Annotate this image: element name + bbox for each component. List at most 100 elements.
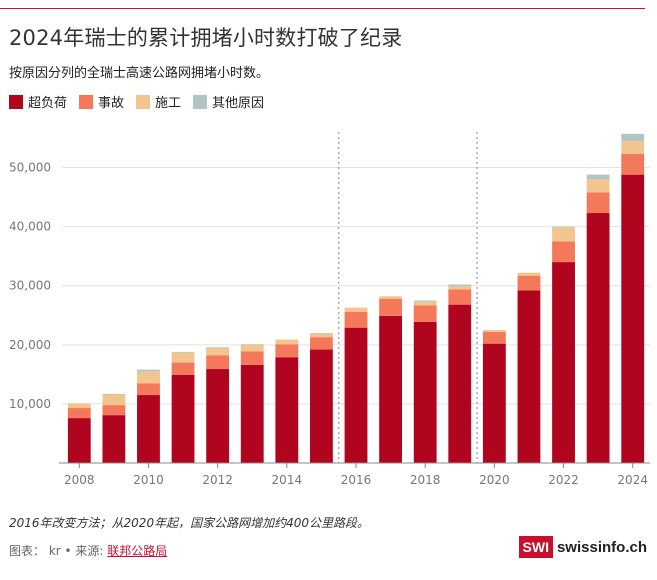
bar-2017-series-2 bbox=[379, 296, 402, 299]
bar-2014-series-1 bbox=[275, 344, 299, 358]
x-tick-label-2012: 2012 bbox=[202, 473, 233, 487]
bar-2013-series-1 bbox=[240, 351, 264, 365]
bar-2021-series-1 bbox=[517, 275, 541, 291]
chart-title: 2024年瑞士的累计拥堵小时数打破了纪录 bbox=[9, 26, 403, 50]
brand-logo[interactable]: SWI swissinfo.ch bbox=[518, 536, 647, 558]
legend: 超负荷 事故 施工 其他原因 bbox=[9, 92, 276, 111]
bar-2011-series-0 bbox=[171, 374, 195, 463]
bar-2023-series-3 bbox=[586, 174, 610, 180]
x-tick-label-2024: 2024 bbox=[617, 473, 648, 487]
bar-2019-series-0 bbox=[448, 304, 472, 463]
legend-swatch-accident bbox=[79, 94, 94, 109]
y-tick-label-40000: 40,000 bbox=[9, 220, 51, 234]
bar-2009-series-3 bbox=[102, 393, 126, 395]
legend-item-accident: 事故 bbox=[79, 92, 124, 111]
x-tick-label-2022: 2022 bbox=[548, 473, 579, 487]
bar-2020-series-1 bbox=[482, 331, 506, 344]
bar-2021-series-2 bbox=[517, 272, 541, 276]
legend-swatch-other bbox=[193, 94, 208, 109]
bar-2010-series-3 bbox=[137, 369, 160, 372]
legend-swatch-construction bbox=[136, 94, 151, 109]
bar-2022-series-3 bbox=[552, 226, 575, 228]
bar-2014-series-0 bbox=[275, 357, 299, 463]
bar-2021-series-0 bbox=[517, 290, 541, 463]
bar-2022-series-1 bbox=[552, 241, 575, 263]
bar-2010-series-2 bbox=[137, 371, 160, 384]
bar-2009-series-2 bbox=[102, 394, 126, 406]
bar-2012-series-1 bbox=[206, 355, 230, 370]
annotation-lines bbox=[338, 132, 478, 463]
legend-label-overload: 超负荷 bbox=[28, 96, 68, 111]
bar-2018-series-1 bbox=[413, 305, 437, 322]
bar-2009-series-0 bbox=[102, 415, 126, 463]
bar-2012-series-3 bbox=[206, 347, 230, 348]
bar-2015-series-1 bbox=[310, 337, 333, 350]
bar-2024-series-3 bbox=[621, 133, 645, 141]
x-tick-label-2018: 2018 bbox=[410, 473, 441, 487]
x-tick-labels: 2008 2010 2012 2014 2016 2018 2020 2022 2024 bbox=[64, 463, 648, 487]
bar-2016-series-2 bbox=[344, 307, 368, 312]
bar-2017-series-0 bbox=[379, 315, 402, 463]
bar-2013-series-2 bbox=[240, 344, 264, 352]
legend-item-overload: 超负荷 bbox=[9, 92, 67, 111]
bar-2008-series-1 bbox=[67, 408, 91, 419]
bar-2024-series-1 bbox=[621, 153, 645, 175]
bar-2015-series-0 bbox=[310, 349, 333, 463]
top-accent-line bbox=[0, 8, 645, 9]
bar-2013-series-3 bbox=[240, 344, 264, 345]
bar-2022-series-2 bbox=[552, 227, 575, 242]
bar-2024-series-0 bbox=[621, 174, 645, 463]
bar-2018-series-2 bbox=[413, 301, 437, 306]
x-tick-label-2014: 2014 bbox=[272, 473, 303, 487]
x-tick-label-2016: 2016 bbox=[341, 473, 372, 487]
bar-2011-series-2 bbox=[171, 352, 195, 363]
source-prefix: 图表： kr • 来源: bbox=[9, 544, 108, 558]
bar-2010-series-1 bbox=[137, 383, 160, 396]
source-line: 图表： kr • 来源: 联邦公路局 bbox=[9, 542, 167, 559]
legend-item-construction: 施工 bbox=[136, 92, 181, 111]
bar-2020-series-2 bbox=[482, 330, 506, 332]
bar-2009-series-1 bbox=[102, 405, 126, 416]
x-tick-label-2008: 2008 bbox=[64, 473, 95, 487]
legend-swatch-overload bbox=[9, 94, 23, 109]
x-tick-label-2020: 2020 bbox=[479, 473, 510, 487]
source-link[interactable]: 联邦公路局 bbox=[107, 544, 168, 558]
y-tick-label-10000: 10,000 bbox=[9, 397, 51, 411]
bars bbox=[67, 133, 645, 463]
bar-2010-series-0 bbox=[137, 395, 160, 463]
legend-label-other: 其他原因 bbox=[212, 96, 265, 111]
bar-2008-series-0 bbox=[67, 418, 91, 463]
bar-2013-series-0 bbox=[240, 364, 264, 463]
bar-2019-series-2 bbox=[448, 286, 472, 290]
bar-2023-series-2 bbox=[586, 179, 610, 193]
bar-2011-series-3 bbox=[171, 351, 195, 353]
bar-2018-series-3 bbox=[413, 300, 437, 302]
bar-2008-series-2 bbox=[67, 403, 91, 409]
bar-2016-series-0 bbox=[344, 327, 368, 463]
bar-2014-series-2 bbox=[275, 339, 299, 345]
x-tick-label-2010: 2010 bbox=[133, 473, 164, 487]
bar-2019-series-1 bbox=[448, 289, 472, 305]
brand-name: swissinfo.ch bbox=[556, 538, 647, 556]
bar-2024-series-2 bbox=[621, 140, 645, 154]
legend-label-accident: 事故 bbox=[98, 96, 125, 111]
bar-2016-series-1 bbox=[344, 311, 368, 328]
bar-2017-series-1 bbox=[379, 298, 402, 316]
bar-2019-series-3 bbox=[448, 284, 472, 287]
legend-item-other: 其他原因 bbox=[193, 92, 264, 111]
bar-2012-series-2 bbox=[206, 347, 230, 356]
y-tick-label-20000: 20,000 bbox=[9, 338, 51, 352]
brand-box: SWI bbox=[518, 536, 553, 558]
bar-2023-series-1 bbox=[586, 192, 610, 214]
bar-2011-series-1 bbox=[171, 362, 195, 375]
legend-label-construction: 施工 bbox=[155, 96, 182, 111]
bar-2015-series-2 bbox=[310, 333, 333, 338]
bar-2015-series-3 bbox=[310, 333, 333, 334]
chart-subtitle: 按原因分列的全瑞士高速公路网拥堵小时数。 bbox=[9, 66, 270, 81]
y-tick-label-50000: 50,000 bbox=[9, 161, 51, 175]
bar-2018-series-0 bbox=[413, 321, 437, 463]
bar-2020-series-0 bbox=[482, 343, 506, 463]
bar-2012-series-0 bbox=[206, 369, 230, 463]
y-tick-label-30000: 30,000 bbox=[9, 279, 51, 293]
